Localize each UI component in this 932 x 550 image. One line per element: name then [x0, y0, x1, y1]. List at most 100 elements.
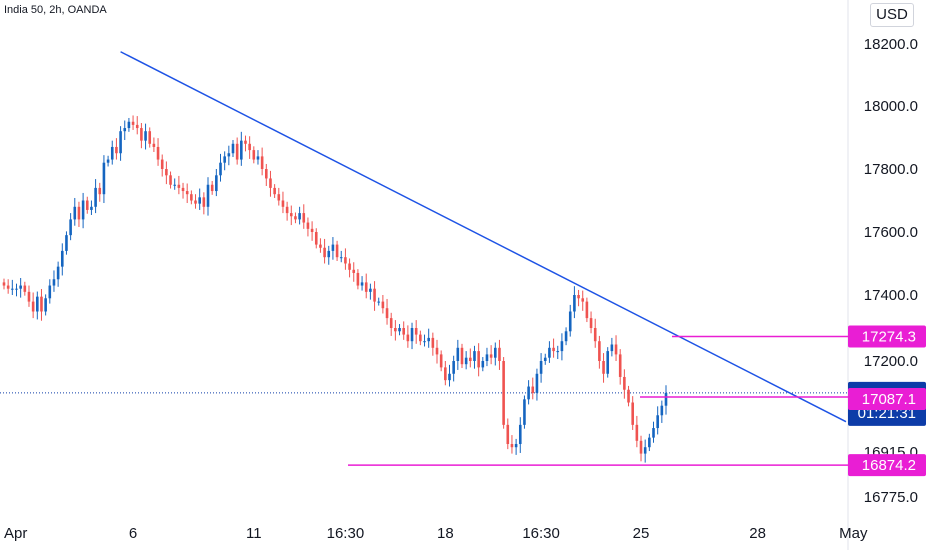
- candle-body: [131, 121, 135, 125]
- candle-body: [310, 228, 314, 232]
- symbol-title: India 50, 2h, OANDA: [4, 4, 107, 16]
- candle-body: [289, 213, 293, 217]
- candle-body: [23, 285, 27, 292]
- y-tick-label: 17600.0: [864, 224, 918, 241]
- candle-body: [115, 146, 118, 154]
- candle-body: [527, 386, 530, 400]
- candle-body: [302, 213, 306, 223]
- candle-body: [460, 347, 464, 365]
- candle-body: [106, 159, 110, 163]
- candle-body: [485, 354, 489, 361]
- candle-body: [589, 318, 593, 328]
- candle-body: [273, 187, 276, 195]
- candle-body: [377, 301, 381, 303]
- candle-body: [248, 143, 251, 151]
- candle-body: [90, 206, 93, 210]
- candle-body: [294, 216, 297, 220]
- candle-body: [327, 250, 331, 258]
- candle-body: [402, 328, 405, 335]
- candle-body: [564, 331, 568, 342]
- candle-body: [256, 156, 260, 160]
- candle-body: [165, 169, 168, 176]
- candle-body: [215, 175, 218, 192]
- candle-body: [102, 162, 106, 195]
- support-price-badge-2: [848, 454, 926, 477]
- candle-body: [660, 405, 664, 416]
- candle-body: [531, 386, 535, 393]
- candle-body: [2, 282, 6, 286]
- candle-body: [410, 328, 414, 342]
- candle-body: [356, 272, 360, 286]
- candle-body: [231, 143, 235, 154]
- candle-body: [152, 143, 156, 147]
- candle-body: [381, 301, 385, 309]
- candle-body: [431, 337, 435, 348]
- x-axis: Apr 6 11 16:30 18 16:30 25 28 May: [4, 525, 868, 542]
- x-tick-label: 16:30: [327, 525, 365, 542]
- candle-body: [643, 447, 647, 454]
- candle-body: [40, 296, 43, 312]
- candle-body: [56, 266, 60, 280]
- candle-body: [306, 222, 310, 229]
- candle-body: [185, 191, 189, 195]
- candle-body: [27, 291, 31, 302]
- candle-body: [190, 194, 193, 201]
- descending-trendline[interactable]: [120, 51, 847, 423]
- support-price-badge-1-label: 17087.1: [862, 391, 916, 408]
- currency-button[interactable]: USD: [870, 3, 914, 27]
- candle-body: [652, 428, 655, 438]
- candle-body: [464, 357, 468, 365]
- candle-body: [635, 424, 639, 441]
- y-axis: 18200.0 18000.0 17800.0 17600.0 17400.0 17200…: [864, 36, 918, 506]
- y-tick-label: 18000.0: [864, 98, 918, 115]
- candle-body: [456, 347, 460, 361]
- candle-body: [481, 361, 485, 368]
- candle-body: [598, 341, 601, 361]
- candle-body: [31, 301, 35, 312]
- candle-body: [6, 285, 10, 289]
- candle-body: [573, 295, 576, 312]
- candle-body: [160, 159, 164, 169]
- candle-body: [469, 357, 472, 361]
- candle-body: [577, 295, 580, 299]
- candle-body: [227, 153, 231, 157]
- candle-body: [493, 347, 497, 358]
- candle-body: [48, 285, 52, 299]
- candle-body: [639, 440, 643, 454]
- candle-body: [364, 282, 368, 292]
- candle-body: [606, 351, 610, 374]
- candle-body: [627, 389, 630, 403]
- candle-body: [435, 347, 439, 355]
- candle-body: [614, 344, 618, 355]
- candle-body: [444, 367, 447, 381]
- candle-body: [369, 288, 372, 292]
- candle-body: [285, 206, 289, 214]
- candle-body: [240, 140, 243, 160]
- candle-body: [194, 200, 197, 204]
- candle-body: [198, 197, 201, 204]
- resistance-price-badge: [848, 325, 926, 348]
- candle-body: [127, 121, 131, 129]
- candle-body: [69, 219, 72, 236]
- candle-body: [427, 337, 430, 342]
- candle-body: [352, 269, 356, 273]
- candle-body: [94, 187, 97, 207]
- candle-body: [77, 206, 81, 220]
- candle-body: [140, 128, 143, 141]
- candle-body: [514, 444, 518, 448]
- candle-body: [298, 213, 301, 220]
- candle-body: [373, 288, 376, 302]
- candle-body: [60, 250, 64, 267]
- x-tick-label: May: [839, 525, 868, 542]
- candle-body: [506, 424, 510, 445]
- candle-body: [339, 257, 343, 259]
- candle-body: [552, 347, 555, 352]
- candle-body: [664, 392, 668, 406]
- candle-body: [181, 187, 185, 192]
- y-tick-label: 18200.0: [864, 36, 918, 53]
- candle-body: [518, 424, 522, 445]
- candle-body: [389, 318, 393, 328]
- candle-body: [252, 150, 256, 160]
- support-price-badge-1: [848, 387, 926, 410]
